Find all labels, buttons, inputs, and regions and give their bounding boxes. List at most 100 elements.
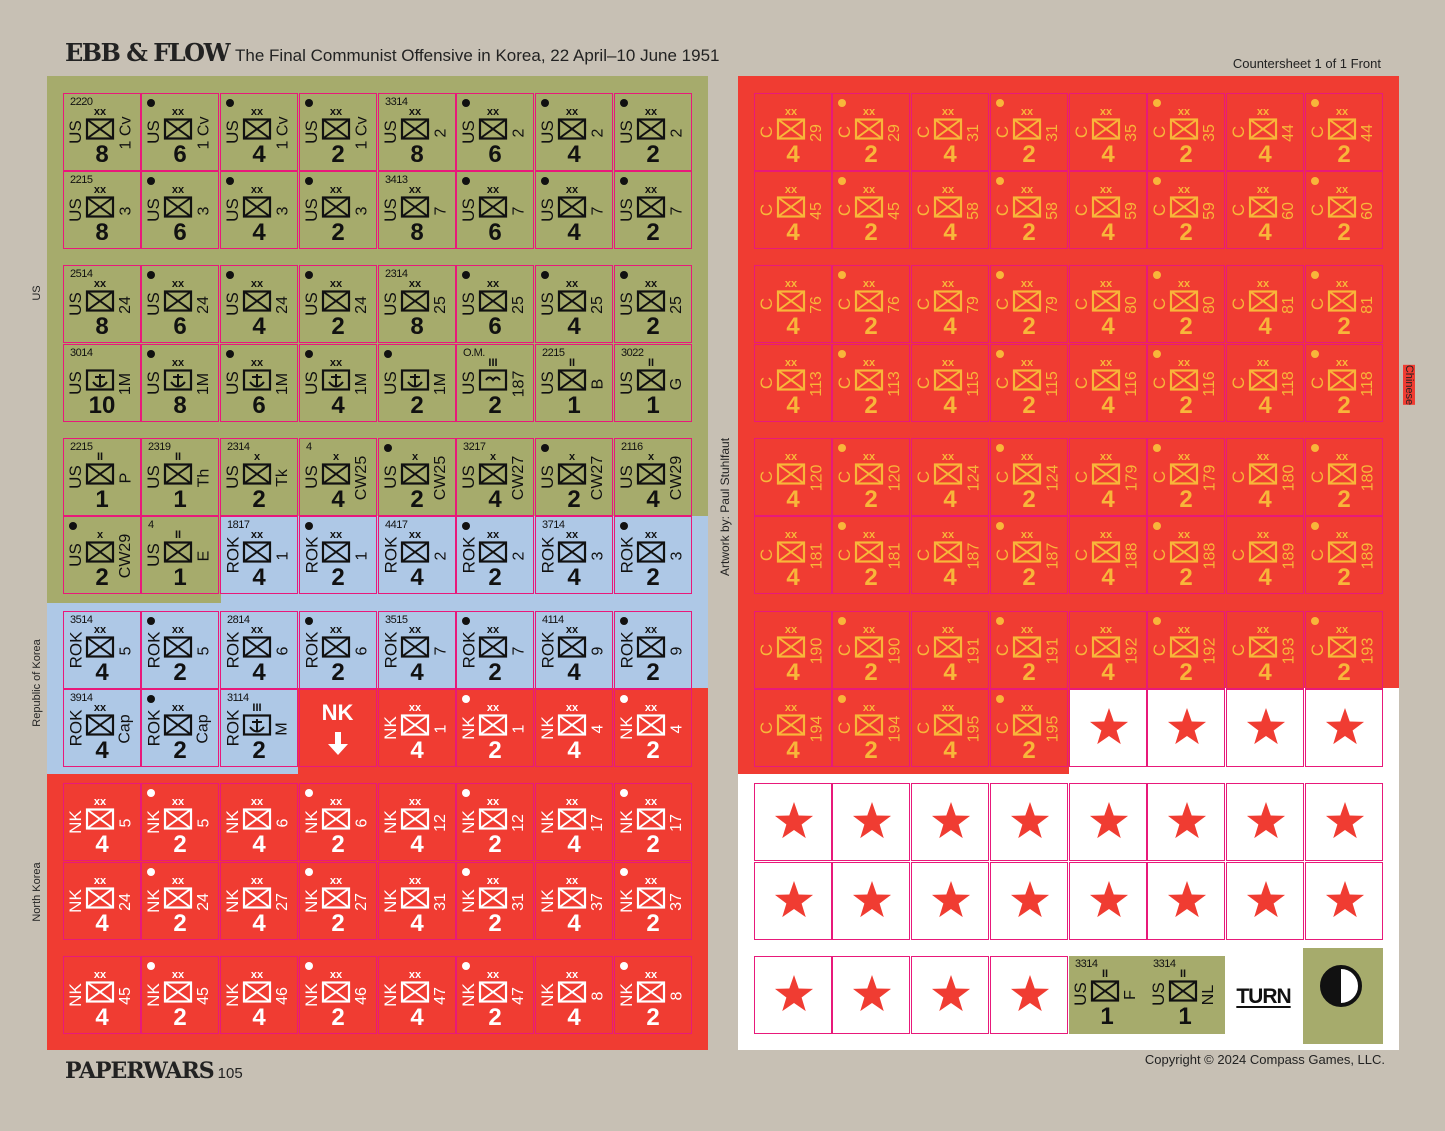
unit-counter[interactable]: US xx 3 6 xyxy=(141,171,219,249)
unit-counter[interactable]: US xx 7 4 xyxy=(535,171,613,249)
unit-counter[interactable]: NK xx 45 2 xyxy=(141,956,219,1034)
star-counter[interactable] xyxy=(1147,783,1225,861)
unit-counter[interactable]: NK xx 27 4 xyxy=(220,862,298,940)
unit-counter[interactable]: NK xx 37 4 xyxy=(535,862,613,940)
unit-counter[interactable]: NK xx 12 2 xyxy=(456,783,534,861)
unit-counter[interactable]: 3413 US xx 7 8 xyxy=(378,171,456,249)
unit-counter[interactable]: US xx 1M 8 xyxy=(141,344,219,422)
star-counter[interactable] xyxy=(832,783,910,861)
unit-counter[interactable]: NK xx 1 2 xyxy=(456,689,534,767)
star-counter[interactable] xyxy=(990,783,1068,861)
unit-counter[interactable]: US xx 2 2 xyxy=(614,93,692,171)
unit-counter[interactable]: NK xx 8 4 xyxy=(535,956,613,1034)
unit-counter[interactable]: NK xx 4 2 xyxy=(614,689,692,767)
unit-counter[interactable]: US xx 1M 4 xyxy=(299,344,377,422)
star-counter[interactable] xyxy=(1069,689,1147,767)
unit-counter[interactable]: 4 US II E 1 xyxy=(141,516,219,594)
unit-counter[interactable]: NK xx 6 4 xyxy=(220,783,298,861)
unit-counter[interactable]: NK xx 47 2 xyxy=(456,956,534,1034)
unit-counter[interactable]: NK xx 24 4 xyxy=(63,862,141,940)
unit-counter[interactable]: 3914 ROK xx Cap 4 xyxy=(63,689,141,767)
unit-counter[interactable]: 2314 US xx 25 8 xyxy=(378,265,456,343)
unit-counter[interactable]: NK xx 17 4 xyxy=(535,783,613,861)
unit-counter[interactable]: 2314 US x Tk 2 xyxy=(220,438,298,516)
star-counter[interactable] xyxy=(1147,862,1225,940)
star-counter[interactable] xyxy=(1226,862,1304,940)
star-counter[interactable] xyxy=(754,956,832,1034)
unit-counter[interactable]: US xx 1 Cv 6 xyxy=(141,93,219,171)
unit-counter[interactable]: US x CW25 2 xyxy=(378,438,456,516)
unit-counter[interactable]: NK xx 1 4 xyxy=(378,689,456,767)
unit-counter[interactable]: US xx 3 4 xyxy=(220,171,298,249)
unit-counter[interactable]: US xx 3 2 xyxy=(299,171,377,249)
star-counter[interactable] xyxy=(1069,862,1147,940)
unit-counter[interactable]: 2319 US II Th 1 xyxy=(141,438,219,516)
unit-counter[interactable]: NK xx 46 4 xyxy=(220,956,298,1034)
unit-counter[interactable]: 2215 US II B 1 xyxy=(535,344,613,422)
star-counter[interactable] xyxy=(832,862,910,940)
unit-counter[interactable]: US xx 2 4 xyxy=(535,93,613,171)
unit-counter[interactable]: 3217 US x CW27 4 xyxy=(456,438,534,516)
star-counter[interactable] xyxy=(832,956,910,1034)
unit-counter[interactable]: 2220 US xx 1 Cv 8 xyxy=(63,93,141,171)
unit-counter[interactable]: NK xx 47 4 xyxy=(378,956,456,1034)
unit-counter[interactable]: ROK xx 6 2 xyxy=(299,611,377,689)
nk-marker-counter[interactable]: NK xyxy=(299,689,377,767)
unit-counter[interactable]: 1817 ROK xx 1 4 xyxy=(220,516,298,594)
star-counter[interactable] xyxy=(990,956,1068,1034)
unit-counter[interactable]: NK xx 5 2 xyxy=(141,783,219,861)
unit-counter[interactable]: 2814 ROK xx 6 4 xyxy=(220,611,298,689)
star-counter[interactable] xyxy=(990,862,1068,940)
unit-counter[interactable]: US xx 25 4 xyxy=(535,265,613,343)
unit-counter[interactable]: 3022 US II G 1 xyxy=(614,344,692,422)
star-counter[interactable] xyxy=(1147,689,1225,767)
unit-counter[interactable]: NK xx 6 2 xyxy=(299,783,377,861)
unit-counter[interactable]: 3714 ROK xx 3 4 xyxy=(535,516,613,594)
unit-counter[interactable]: NK xx 8 2 xyxy=(614,956,692,1034)
unit-counter[interactable]: 2215 US xx 3 8 xyxy=(63,171,141,249)
turn-marker-counter[interactable]: TURN xyxy=(1226,956,1304,1034)
unit-counter[interactable]: US xx 2 6 xyxy=(456,93,534,171)
unit-counter[interactable]: ROK xx 5 2 xyxy=(141,611,219,689)
unit-counter[interactable]: 4 US x CW25 4 xyxy=(299,438,377,516)
unit-counter[interactable]: ROK xx 3 2 xyxy=(614,516,692,594)
unit-counter[interactable]: NK xx 31 2 xyxy=(456,862,534,940)
star-counter[interactable] xyxy=(911,783,989,861)
unit-counter[interactable]: US xx 24 6 xyxy=(141,265,219,343)
unit-counter[interactable]: O.M. US III 187 2 xyxy=(456,344,534,422)
